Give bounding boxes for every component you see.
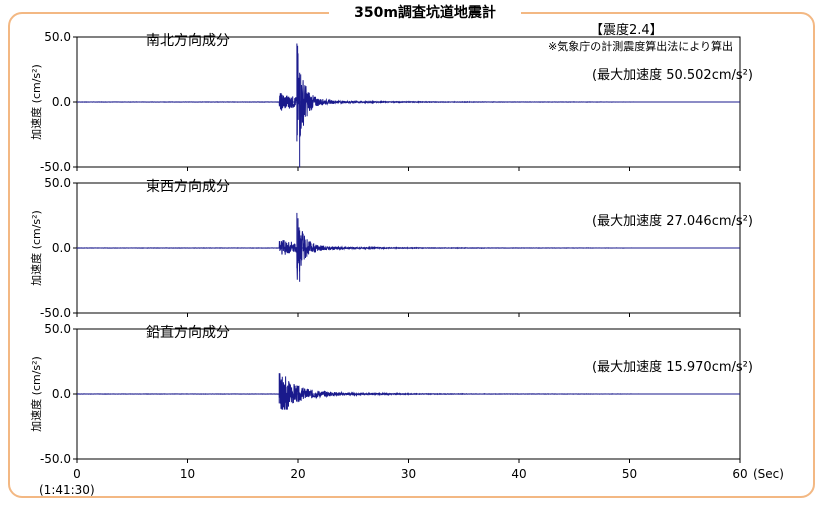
peak-label: (最大加速度 15.970cm/s²): [592, 359, 753, 375]
y-tick-label: -50.0: [40, 160, 71, 174]
peak-label: (最大加速度 50.502cm/s²): [592, 67, 753, 83]
y-axis-label: 加速度 (cm/s²): [29, 356, 43, 432]
x-axis-unit: (Sec): [753, 467, 784, 481]
intensity-label: 【震度2.4】: [590, 22, 663, 38]
y-tick-label: 0.0: [52, 387, 71, 401]
panel-3: 50.0 0.0 -50.0 加速度 (cm/s²) 鉛直方向成分 (最大加速度 15.9…: [29, 322, 753, 466]
y-axis-label: 加速度 (cm/s²): [29, 210, 43, 286]
timestamp: (1:41:30): [39, 483, 95, 497]
panel-1: 50.0 0.0 -50.0 加速度 (cm/s²) 南北方向成分 (最大加速度 50.5…: [29, 30, 753, 174]
y-tick-label: 0.0: [52, 95, 71, 109]
y-tick-label: -50.0: [40, 306, 71, 320]
x-tick-label: 40: [511, 467, 526, 481]
waveform-trace: [76, 45, 740, 138]
x-tick-label: 60: [732, 467, 747, 481]
y-tick-label: 50.0: [44, 322, 71, 336]
y-axis-label: 加速度 (cm/s²): [29, 64, 43, 140]
x-tick-label: 10: [180, 467, 195, 481]
x-tick-label: 0: [73, 467, 81, 481]
intensity-note: ※気象庁の計測震度算出法により算出: [548, 39, 733, 53]
component-label: 鉛直方向成分: [146, 324, 230, 341]
x-tick-label: 50: [622, 467, 637, 481]
y-tick-label: 50.0: [44, 176, 71, 190]
y-tick-label: 0.0: [52, 241, 71, 255]
panel-2: 50.0 0.0 -50.0 加速度 (cm/s²) 東西方向成分 (最大加速度 27.0…: [29, 176, 753, 320]
x-tick-label: 30: [401, 467, 416, 481]
component-label: 南北方向成分: [146, 33, 230, 49]
y-tick-label: -50.0: [40, 452, 71, 466]
component-label: 東西方向成分: [146, 179, 230, 195]
waveform-trace: [76, 373, 740, 410]
waveform-trace: [76, 218, 740, 280]
x-tick-label: 20: [290, 467, 305, 481]
chart-title: 350m調査坑道地震計: [329, 4, 521, 22]
y-tick-label: 50.0: [44, 30, 71, 44]
peak-label: (最大加速度 27.046cm/s²): [592, 213, 753, 229]
